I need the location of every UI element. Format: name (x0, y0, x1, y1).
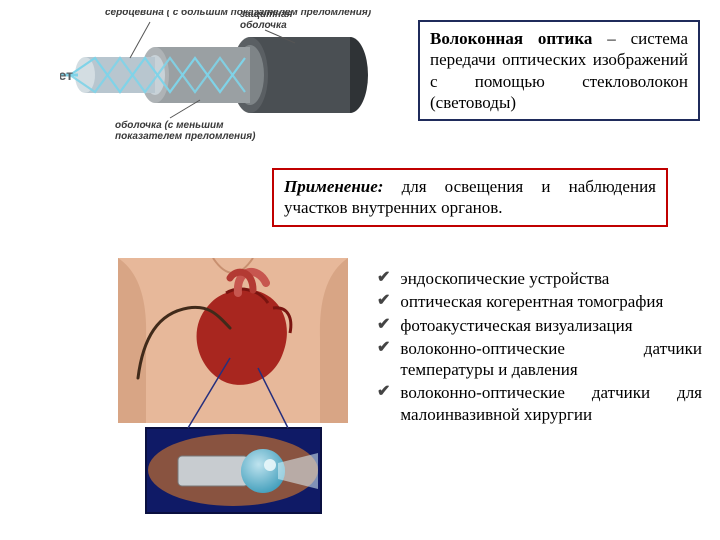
check-icon: ✔ (377, 338, 390, 359)
list-item: ✔ волоконно-оптические датчики температур… (377, 338, 702, 381)
application-title: Применение: (284, 177, 383, 196)
list-item-label: эндоскопические устройства (400, 268, 702, 289)
applications-list: ✔ эндоскопические устройства ✔ оптическая к… (377, 268, 702, 427)
label-shell: защитная оболочка (240, 10, 295, 31)
check-icon: ✔ (377, 382, 390, 403)
list-item: ✔ оптическая когерентная томография (377, 291, 702, 312)
application-box: Применение: для освещения и наблюдения у… (272, 168, 668, 227)
definition-box: Волоконная оптика – система передачи опт… (418, 20, 700, 121)
list-item: ✔ фотоакустическая визуализация (377, 315, 702, 336)
definition-title: Волоконная оптика (430, 29, 592, 48)
list-item: ✔ эндоскопические устройства (377, 268, 702, 289)
check-icon: ✔ (377, 315, 390, 336)
fiber-optic-diagram: сердцевина ( с большим показателем прело… (60, 10, 400, 145)
list-item-label: волоконно-оптические датчики для малоинв… (400, 382, 702, 425)
check-icon: ✔ (377, 268, 390, 289)
list-item-label: фотоакустическая визуализация (400, 315, 702, 336)
list-item-label: волоконно-оптические датчики температуры… (400, 338, 702, 381)
slide: сердцевина ( с большим показателем прело… (0, 0, 720, 540)
label-cladding: оболочка (с меньшим показателем преломле… (115, 119, 256, 142)
list-item-label: оптическая когерентная томография (400, 291, 702, 312)
label-light: Свет (60, 67, 73, 83)
list-item: ✔ волоконно-оптические датчики для малоин… (377, 382, 702, 425)
check-icon: ✔ (377, 291, 390, 312)
label-core: сердцевина ( с большим показателем прело… (105, 10, 372, 18)
anatomy-illustration (118, 258, 348, 518)
